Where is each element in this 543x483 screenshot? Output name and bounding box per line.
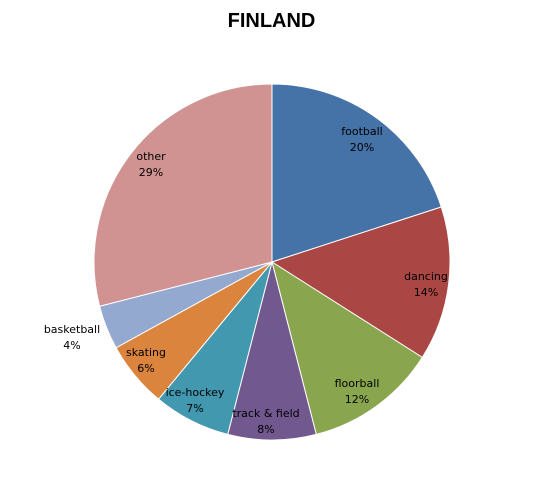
slice-percent-track-field: 8%	[257, 423, 274, 436]
slice-percent-floorball: 12%	[345, 393, 369, 406]
chart-title: FINLAND	[227, 10, 316, 32]
slice-percent-dancing: 14%	[414, 286, 438, 299]
pie-slice-other	[93, 83, 273, 307]
slice-percent-ice-hockey: 7%	[186, 402, 203, 415]
slice-label-floorball: floorball	[335, 377, 380, 390]
slice-percent-skating: 6%	[137, 362, 154, 375]
slice-label-other: other	[136, 150, 166, 163]
slice-label-football: football	[341, 125, 382, 138]
slice-label-ice-hockey: ice-hockey	[166, 386, 225, 399]
pie-slice-football	[271, 83, 442, 263]
slice-percent-basketball: 4%	[63, 339, 80, 352]
slice-label-basketball: basketball	[44, 323, 100, 336]
pie-slice-track-field	[227, 261, 317, 441]
slice-percent-football: 20%	[350, 141, 374, 154]
slice-percent-other: 29%	[139, 166, 163, 179]
pie-slice-floorball	[271, 260, 423, 436]
slice-label-dancing: dancing	[404, 270, 448, 283]
slice-label-skating: skating	[126, 346, 166, 359]
slice-label-track-field: track & field	[232, 407, 299, 420]
pie-slice-dancing	[270, 206, 451, 359]
